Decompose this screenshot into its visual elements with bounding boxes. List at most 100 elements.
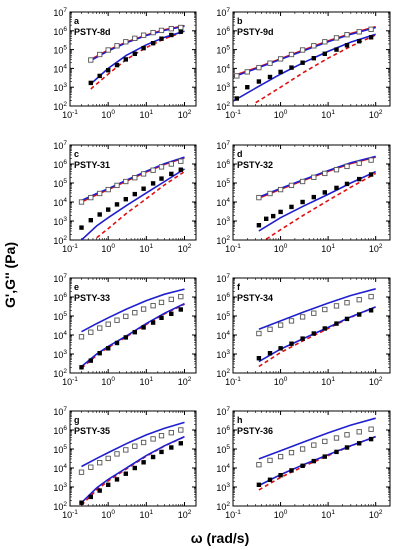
gp-blue-fit — [90, 30, 185, 85]
y-tick-label-base: 10 — [216, 502, 226, 512]
x-tick-label: 100 — [101, 109, 115, 120]
gp-filled-square-point — [79, 500, 84, 505]
gp-filled-square-point — [334, 449, 339, 455]
y-tick-label: 106 — [53, 159, 67, 170]
y-tick-label-exp: 2 — [226, 235, 230, 242]
gpp-open-square-point — [288, 318, 295, 324]
x-tick-label: 101 — [140, 509, 154, 520]
sample-name: PSTY-34 — [237, 293, 273, 303]
x-tick-label-base: 10 — [274, 510, 284, 520]
x-tick-label-base: 10 — [178, 110, 188, 120]
y-tick-label-exp: 6 — [226, 292, 230, 299]
gpp-open-square-point — [178, 158, 184, 164]
gpp-open-square-point — [114, 43, 120, 49]
gpp-open-square-point — [123, 39, 129, 45]
y-tick-label-exp: 3 — [63, 216, 67, 223]
x-tick-label-exp: 0 — [111, 109, 115, 116]
gp-filled-square-point — [97, 212, 102, 217]
gp-filled-square-point — [88, 494, 93, 500]
gpp-open-square-point — [368, 426, 374, 432]
y-tick-label-base: 10 — [53, 312, 63, 322]
y-tick-label-base: 10 — [216, 141, 226, 151]
panel-letter: f — [237, 282, 241, 292]
gp-filled-square-point — [79, 225, 84, 230]
panel-letter: b — [237, 16, 243, 26]
y-tick-label-exp: 7 — [63, 7, 67, 14]
y-tick-label-base: 10 — [216, 46, 226, 56]
x-tick-label-exp: 2 — [188, 376, 192, 383]
y-tick-label-base: 10 — [53, 217, 63, 227]
gp-filled-square-point — [132, 330, 137, 335]
y-tick-label-base: 10 — [53, 83, 63, 93]
gpp-open-square-point — [256, 462, 262, 468]
y-tick-label-exp: 4 — [63, 330, 67, 337]
x-tick-label-exp: 0 — [284, 509, 288, 516]
x-tick-label: 100 — [274, 243, 288, 254]
panel-letter: e — [74, 282, 79, 292]
y-tick-label-exp: 6 — [63, 26, 67, 33]
sample-name: PSTY-9d — [237, 27, 274, 37]
y-tick-label-exp: 5 — [63, 444, 67, 451]
panel-frame — [232, 11, 391, 107]
x-tick-label-exp: 1 — [331, 509, 335, 516]
y-tick-label: 107 — [216, 7, 230, 18]
y-tick-label-exp: 5 — [226, 444, 230, 451]
x-tick-label: 101 — [321, 243, 335, 254]
x-tick-label: 101 — [321, 376, 335, 387]
y-tick-label: 106 — [216, 159, 230, 170]
gp-filled-square-point — [300, 336, 305, 341]
x-tick-label-base: 10 — [321, 244, 331, 254]
gp-filled-square-point — [150, 41, 156, 46]
x-tick-label-exp: 1 — [331, 376, 335, 383]
gp-filled-square-point — [178, 441, 183, 446]
gp-filled-square-point — [141, 45, 146, 51]
gp-filled-square-point — [88, 218, 93, 223]
gp-filled-square-point — [169, 171, 174, 177]
y-tick-label-base: 10 — [216, 64, 226, 74]
gp-filled-square-point — [278, 209, 283, 215]
x-tick-label: 101 — [321, 509, 335, 520]
gpp-open-square-point — [356, 297, 362, 303]
gp-filled-square-point — [178, 29, 183, 34]
y-tick-label: 102 — [53, 235, 67, 246]
panel-frame — [232, 410, 391, 507]
x-tick-label: 101 — [321, 109, 335, 120]
x-tick-label-exp: -1 — [72, 509, 78, 516]
gp-filled-square-point — [334, 321, 339, 326]
y-tick-label: 103 — [53, 216, 67, 227]
gp-filled-square-point — [278, 346, 283, 351]
gp-filled-square-point — [256, 482, 262, 487]
gp-filled-square-point — [322, 190, 327, 195]
gpp-open-square-point — [299, 178, 306, 185]
y-tick-label-exp: 4 — [226, 463, 230, 470]
x-tick-label-base: 10 — [369, 377, 379, 387]
x-tick-label-exp: -1 — [235, 109, 241, 116]
x-tick-label-exp: 2 — [379, 109, 383, 116]
y-tick-label-base: 10 — [216, 160, 226, 170]
gpp-open-square-point — [105, 186, 111, 193]
x-tick-label-base: 10 — [321, 510, 331, 520]
y-tick-label: 102 — [216, 235, 230, 246]
gp-filled-square-point — [357, 39, 362, 44]
gp-filled-square-point — [368, 436, 374, 442]
gpp-open-square-point — [114, 451, 120, 457]
y-tick-label-base: 10 — [53, 502, 63, 512]
y-tick-label: 107 — [216, 140, 230, 151]
x-tick-label-base: 10 — [140, 110, 150, 120]
y-tick-label-exp: 7 — [226, 406, 230, 413]
y-tick-label: 105 — [53, 45, 67, 56]
y-tick-label: 105 — [216, 45, 230, 56]
gp-filled-square-point — [123, 471, 128, 476]
gp-filled-square-point — [141, 186, 146, 191]
gp-filled-square-point — [132, 465, 137, 471]
x-tick-label-base: 10 — [101, 244, 111, 254]
gp-filled-square-point — [368, 172, 374, 177]
y-tick-label-base: 10 — [53, 198, 63, 208]
y-tick-label-base: 10 — [53, 464, 63, 474]
panel-letter: c — [74, 149, 79, 159]
x-tick-label-exp: 2 — [379, 243, 383, 250]
y-tick-label-exp: 6 — [63, 159, 67, 166]
y-tick-label: 105 — [216, 178, 230, 189]
